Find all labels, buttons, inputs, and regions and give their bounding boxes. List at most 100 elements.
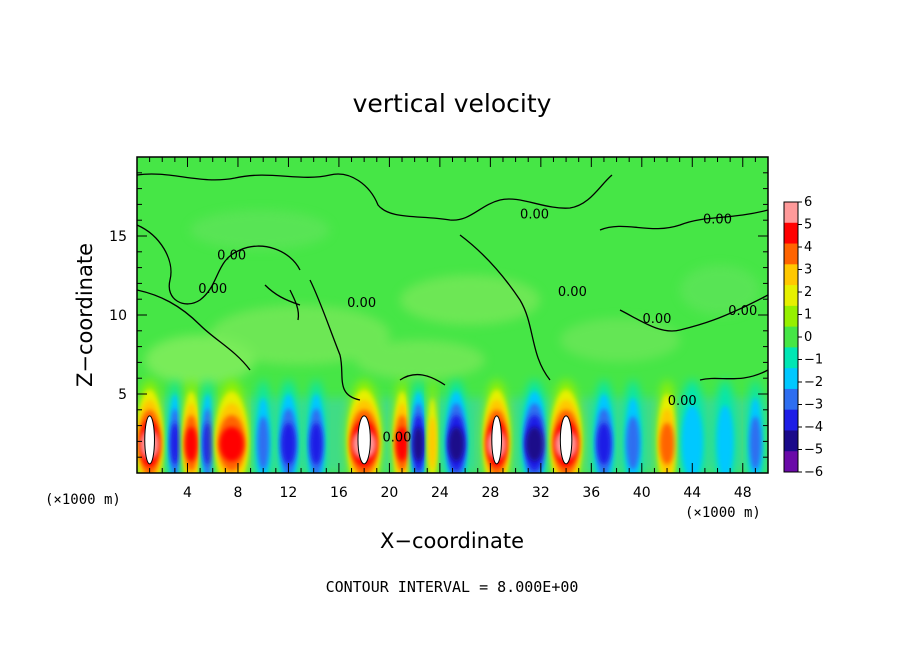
- velocity-cell: [714, 379, 736, 473]
- cell-level: [309, 422, 323, 465]
- x-tick-label: 40: [633, 485, 651, 501]
- contour-label: 0.00: [642, 312, 671, 327]
- cell-level: [749, 416, 762, 470]
- velocity-cell: [201, 379, 214, 473]
- colorbar-label: 4: [804, 240, 812, 255]
- velocity-cells: [137, 379, 763, 473]
- contour-labels: 0.00 0.00 0.00 0.00 0.00 0.00 0.00 0.00 0.00 0.00: [198, 208, 757, 446]
- colorbar-segment: [784, 264, 798, 286]
- contour-line: [309, 279, 361, 401]
- velocity-cell: [656, 379, 678, 473]
- contour-line: [264, 284, 301, 321]
- velocity-cell: [255, 379, 271, 473]
- colorbar-label: −4: [804, 420, 823, 435]
- colorbar-segment: [784, 388, 798, 411]
- colorbar-segment: [784, 202, 798, 224]
- velocity-cell: [427, 379, 438, 473]
- heatmap-field: [137, 157, 768, 473]
- colorbar: 6 5 4 3 2 1 0 −1 −2 −3 −4 −5 −6: [783, 195, 823, 480]
- y-axis-ticks: 5 10 15: [109, 156, 768, 474]
- velocity-cell: [593, 379, 615, 473]
- colorbar-segment: [784, 305, 798, 328]
- x-tick-label: 20: [380, 485, 398, 501]
- contour-line: [459, 234, 551, 381]
- cell-level: [596, 422, 612, 465]
- colorbar-label: 0: [804, 330, 812, 345]
- x-tick-label: 4: [183, 485, 192, 501]
- x-tick-label: 36: [582, 485, 600, 501]
- contour-label: 0.00: [520, 208, 549, 223]
- colorbar-label: −2: [804, 375, 823, 390]
- contour-label: 0.00: [347, 296, 376, 311]
- velocity-cell: [624, 379, 642, 473]
- contour-label: 0.00: [198, 282, 227, 297]
- contour-line: [619, 294, 768, 332]
- contour-line: [699, 369, 768, 381]
- colorbar-segment: [784, 222, 798, 245]
- cell-level: [203, 422, 213, 465]
- cell-level: [448, 426, 464, 462]
- contour-line: [137, 224, 301, 305]
- velocity-cell: [168, 379, 182, 473]
- cell-core: [491, 415, 503, 465]
- colorbar-segment: [784, 451, 798, 473]
- velocity-cell: [278, 379, 299, 473]
- colorbar-label: 5: [804, 218, 812, 233]
- colorbar-label: 2: [804, 285, 812, 300]
- x-tick-label: 32: [532, 485, 550, 501]
- x-axis-ticks: 4 8 12 16 20 24 28 32 36 40 44 48: [136, 157, 769, 501]
- colorbar-segment: [784, 243, 798, 265]
- chart-title: vertical velocity: [353, 89, 552, 118]
- cell-level: [428, 416, 437, 470]
- contour-lines: [137, 173, 768, 401]
- cell-level: [185, 426, 198, 462]
- cell-level: [659, 422, 675, 465]
- cell-level: [413, 426, 424, 462]
- cell-level: [525, 426, 544, 462]
- contour-label: 0.00: [217, 249, 246, 264]
- cell-core: [144, 415, 155, 465]
- velocity-cell: [137, 379, 164, 473]
- cell-level: [396, 426, 409, 462]
- x-tick-label: 24: [431, 485, 449, 501]
- contour-line: [599, 209, 768, 231]
- y-tick-label: 10: [109, 308, 127, 324]
- colorbar-label: −5: [804, 443, 823, 458]
- colorbar-label: 6: [804, 195, 812, 210]
- colorbar-segment: [784, 430, 798, 452]
- velocity-cell: [444, 379, 468, 473]
- velocity-cell: [521, 379, 548, 473]
- cell-level: [281, 422, 296, 465]
- x-unit-right: (×1000 m): [685, 505, 761, 521]
- y-tick-label: 15: [109, 229, 127, 245]
- colorbar-label: −3: [804, 398, 823, 413]
- x-tick-label: 16: [330, 485, 348, 501]
- colorbar-label: 3: [804, 263, 812, 278]
- velocity-cell: [182, 379, 201, 473]
- velocity-cell: [679, 379, 705, 473]
- x-tick-label: 44: [683, 485, 701, 501]
- contour-label: 0.00: [703, 212, 732, 227]
- velocity-cell: [549, 379, 583, 473]
- contour-label: 0.00: [728, 304, 757, 319]
- cell-level: [219, 426, 244, 462]
- cell-level: [257, 416, 269, 470]
- colorbar-segment: [784, 347, 798, 369]
- y-tick-label: 5: [118, 387, 127, 403]
- velocity-cell: [747, 379, 763, 473]
- colorbar-label: −1: [804, 353, 823, 368]
- cell-level: [716, 405, 734, 473]
- y-axis-label: Z−coordinate: [73, 243, 97, 387]
- contour-label: 0.00: [382, 430, 411, 445]
- x-tick-label: 8: [233, 485, 242, 501]
- velocity-cell: [393, 379, 411, 473]
- cell-level: [170, 422, 180, 465]
- cell-level: [681, 405, 703, 473]
- colorbar-segment: [784, 326, 798, 348]
- cell-level: [626, 416, 640, 470]
- cell-core: [559, 415, 573, 465]
- velocity-cell: [307, 379, 326, 473]
- x-tick-label: 12: [280, 485, 298, 501]
- velocity-cell: [410, 379, 426, 473]
- contour-interval-note: CONTOUR INTERVAL = 8.000E+00: [326, 578, 579, 596]
